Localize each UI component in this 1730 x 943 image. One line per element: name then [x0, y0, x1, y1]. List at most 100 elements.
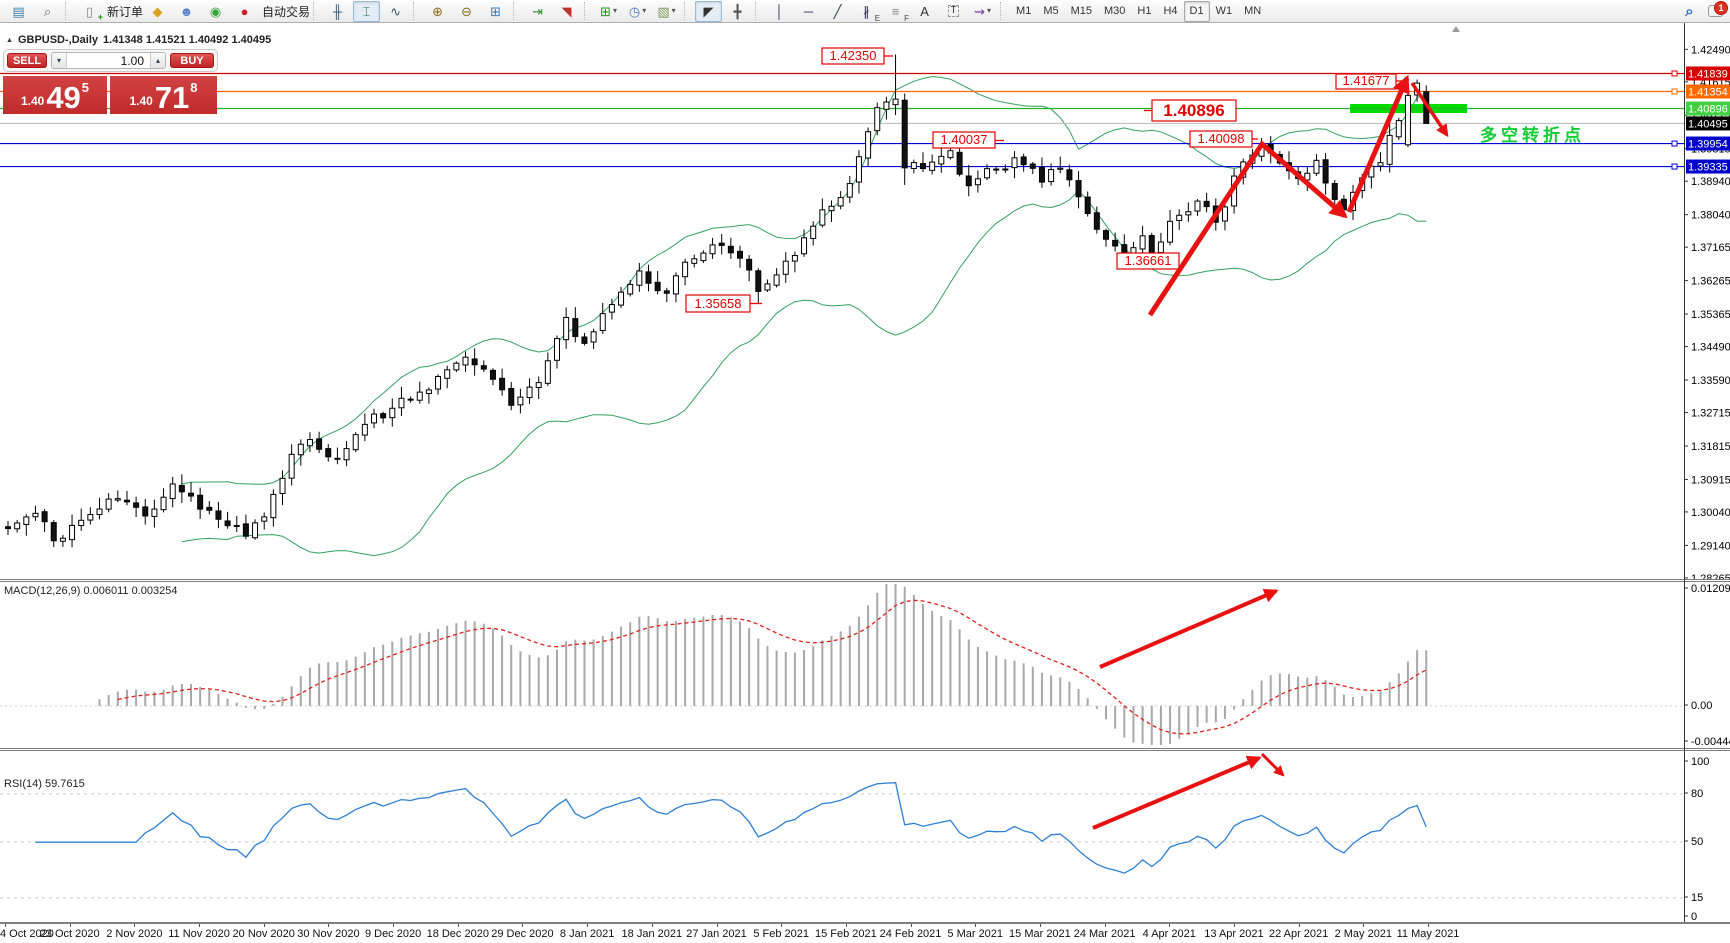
- new-order-button[interactable]: ▯ +: [76, 1, 103, 22]
- fibonacci-glyph: ≡: [891, 3, 900, 19]
- search-icon[interactable]: ⌕: [1685, 2, 1694, 20]
- sell-button[interactable]: SELL: [7, 53, 47, 68]
- tf-button-H1[interactable]: H1: [1137, 5, 1152, 17]
- price-badge: [1686, 101, 1730, 116]
- notification-icon[interactable]: 1: [1704, 0, 1728, 21]
- swing-label-text: 1.42350: [830, 48, 877, 63]
- bollinger-lower-band: [181, 190, 1427, 557]
- text-label-button[interactable]: T: [940, 1, 967, 22]
- level-line-marker: [1671, 70, 1678, 77]
- bar-chart-button[interactable]: ╫: [324, 1, 351, 22]
- bollinger-bands: [181, 75, 1427, 557]
- price-axis[interactable]: 1.424901.416151.407151.398151.389401.380…: [1684, 23, 1730, 579]
- sell-price-small: 1.40: [20, 94, 45, 108]
- chart-profile-icon-glyph: ▤: [12, 3, 25, 19]
- macd-panel-canvas[interactable]: 0.01209 0.00 -0.004446: [0, 579, 1730, 748]
- chevron-down-icon: ▾: [642, 6, 647, 15]
- date-tick: [651, 924, 653, 927]
- volume-increase-button[interactable]: ▴: [150, 53, 165, 68]
- data-window-icon[interactable]: ⌕: [34, 1, 61, 22]
- date-axis[interactable]: 4 Oct 2020 23 Oct 2020 2 Nov 2020 11 Nov 20…: [0, 923, 1730, 943]
- toolbar-separator: [584, 2, 591, 20]
- channel-glyph: ∦: [863, 3, 870, 19]
- chart-shift-marker[interactable]: [1452, 26, 1460, 32]
- crosshair-button[interactable]: ╋: [724, 1, 751, 22]
- date-tick: [1104, 924, 1106, 927]
- main-chart-canvas[interactable]: 1.42350 1.40037 1.40098 1.36661 1.35658 1.416…: [0, 23, 1730, 579]
- one-click-trading-panel: SELL ▾ ▴ BUY 1.40 49 5 1.40 71 8: [3, 49, 218, 114]
- chart-profile-icon[interactable]: ▤: [5, 1, 32, 22]
- cursor-glyph: ◤: [703, 3, 714, 19]
- annotation-text[interactable]: 多空转折点: [1480, 125, 1585, 145]
- candlestick-glyph: ⌶: [362, 3, 371, 19]
- tf-button-M1[interactable]: M1: [1016, 5, 1032, 17]
- swing-label-box: [932, 131, 996, 149]
- new-chart-dropdown[interactable]: ⊞ ▾: [595, 1, 622, 22]
- volume-input[interactable]: [67, 53, 150, 68]
- tf-button-M30[interactable]: M30: [1104, 5, 1126, 17]
- date-label: 13 Apr 2021: [1204, 928, 1264, 940]
- zoom-in-button[interactable]: ⊕: [424, 1, 451, 22]
- price-tick-label: 1.37165: [1691, 242, 1730, 254]
- autotrade-button[interactable]: ●: [231, 1, 258, 22]
- signal-icon[interactable]: ◉: [202, 1, 229, 22]
- date-label: 24 Mar 2021: [1073, 928, 1136, 940]
- date-label: 24 Feb 2021: [879, 928, 942, 940]
- horizontal-line-button[interactable]: ─: [795, 1, 822, 22]
- tf-button-M5[interactable]: M5: [1043, 5, 1059, 17]
- date-tick: [1169, 924, 1171, 927]
- horizontal-line-glyph: ─: [803, 3, 814, 19]
- tf-button-W1[interactable]: W1: [1215, 5, 1233, 17]
- collapse-icon[interactable]: ▲: [6, 36, 13, 44]
- tile-windows-button[interactable]: ⊞: [482, 1, 509, 22]
- price-badge-text: 1.39954: [1688, 139, 1728, 151]
- buy-price-button[interactable]: 1.40 71 8: [110, 76, 217, 114]
- rsi-axis-label: 80: [1691, 788, 1703, 800]
- date-tick: [910, 924, 912, 927]
- zoom-out-button[interactable]: ⊖: [453, 1, 480, 22]
- date-label: 23 Oct 2020: [39, 928, 100, 940]
- date-tick: [1363, 924, 1365, 927]
- level-line-marker: [1671, 140, 1678, 147]
- periods-dropdown[interactable]: ◷ ▾: [624, 1, 651, 22]
- templates-dropdown[interactable]: ▧ ▾: [653, 1, 680, 22]
- sell-price-button[interactable]: 1.40 49 5: [3, 76, 107, 114]
- fibonacci-button[interactable]: ≡ F: [882, 1, 910, 23]
- trendline-button[interactable]: ╱: [824, 1, 851, 22]
- tf-button-D1[interactable]: D1: [1183, 0, 1210, 22]
- rsi-panel-canvas[interactable]: 100 80 50 15 0: [0, 748, 1730, 923]
- swing-label-text: 1.40896: [1163, 101, 1224, 120]
- toolbar-separator: [755, 2, 762, 20]
- price-tick-label: 1.28265: [1691, 573, 1730, 579]
- swing-label-box: [1151, 99, 1237, 122]
- volume-decrease-button[interactable]: ▾: [52, 53, 67, 68]
- zoom-in-glyph: ⊕: [432, 3, 443, 19]
- tf-button-MN[interactable]: MN: [1244, 5, 1262, 17]
- tf-button-M15[interactable]: M15: [1070, 5, 1092, 17]
- price-tick-label: 1.33590: [1691, 375, 1730, 387]
- date-tick: [263, 924, 265, 927]
- candlestick-button[interactable]: ⌶: [353, 0, 381, 22]
- expert-advisor-icon[interactable]: ☻: [173, 1, 200, 22]
- vertical-line-button[interactable]: │: [766, 1, 793, 22]
- auto-scroll-button[interactable]: ⇥: [524, 1, 551, 22]
- date-label: 15 Mar 2021: [1009, 928, 1071, 940]
- megaphone-icon[interactable]: ◆: [144, 1, 171, 22]
- tf-button-H4[interactable]: H4: [1163, 5, 1178, 17]
- price-badge: [1686, 116, 1730, 131]
- buy-button[interactable]: BUY: [170, 53, 214, 68]
- rsi-axis-label: 100: [1691, 756, 1709, 768]
- sub-letter: F: [904, 13, 910, 23]
- toolbar-separator: [513, 2, 520, 20]
- sell-price-big: 49: [46, 79, 81, 115]
- new-order-button-label[interactable]: 新订单: [107, 4, 144, 19]
- channel-button[interactable]: ∦ E: [853, 1, 880, 23]
- price-tick-label: 1.30040: [1691, 507, 1730, 519]
- date-label: 15 Feb 2021: [814, 928, 877, 940]
- line-chart-button[interactable]: ∿: [382, 1, 409, 22]
- cursor-button[interactable]: ◤: [695, 0, 723, 22]
- arrows-dropdown[interactable]: ⇝ ▾: [969, 1, 996, 22]
- chart-shift-button[interactable]: ◥: [553, 1, 580, 22]
- text-button[interactable]: A: [911, 1, 938, 22]
- autotrade-button-label[interactable]: 自动交易: [262, 4, 311, 19]
